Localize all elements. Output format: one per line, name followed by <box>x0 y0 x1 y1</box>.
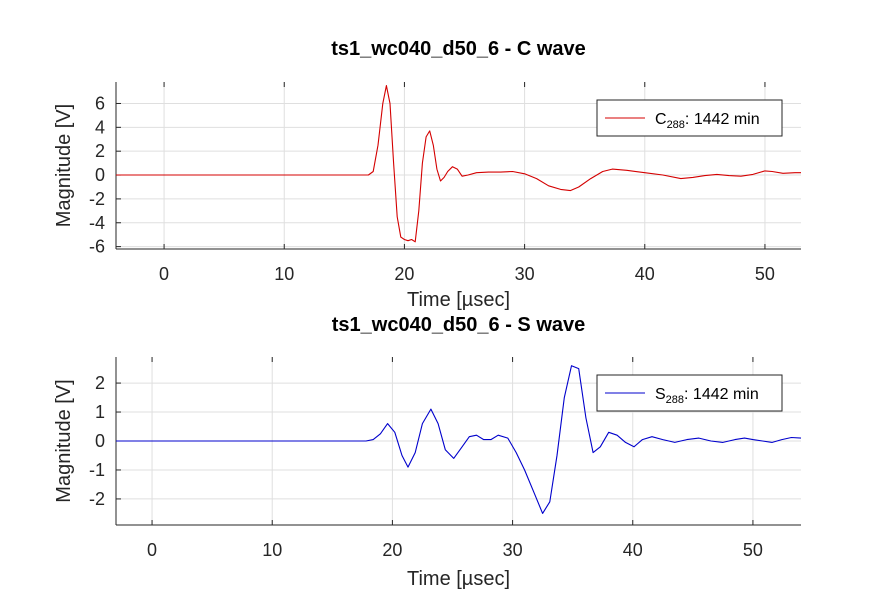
chart-title: ts1_wc040_d50_6 - C wave <box>331 38 586 60</box>
chart-2: 0 10 20 30 40 50 -2 -1 0 1 2 ts1_wc040_d50_6 - S wa… <box>53 314 802 590</box>
y-tick-label: -2 <box>89 489 105 509</box>
y-tick-label: 1 <box>95 402 105 422</box>
legend-label: C288: 1442 min <box>655 111 760 131</box>
y-tick-label: -6 <box>89 237 105 257</box>
y-axis-label: Magnitude [V] <box>53 379 75 502</box>
series-line-s <box>116 365 802 514</box>
y-tick-label: 0 <box>95 165 105 185</box>
x-tick-label: 0 <box>147 540 157 560</box>
y-tick-label: 0 <box>95 431 105 451</box>
x-tick-label: 50 <box>755 264 775 284</box>
legend-box <box>596 374 783 412</box>
legend-label: S288: 1442 min <box>655 386 759 406</box>
x-tick-label: 0 <box>159 264 169 284</box>
chart-title: ts1_wc040_d50_6 - S wave <box>332 314 586 336</box>
x-tick-label: 20 <box>382 540 402 560</box>
x-tick-label: 40 <box>635 264 655 284</box>
x-tick-label: 30 <box>515 264 535 284</box>
legend: C288: 1442 min <box>596 99 783 137</box>
y-tick-label: -4 <box>89 213 105 233</box>
y-tick-label: 2 <box>95 373 105 393</box>
x-tick-label: 10 <box>262 540 282 560</box>
y-tick-label: 4 <box>95 117 105 137</box>
legend: S288: 1442 min <box>596 374 783 412</box>
y-tick-label: 2 <box>95 141 105 161</box>
x-tick-label: 40 <box>623 540 643 560</box>
series-line-c <box>116 85 801 243</box>
x-tick-label: 10 <box>274 264 294 284</box>
y-axis-label: Magnitude [V] <box>53 104 75 227</box>
x-axis-label: Time [µsec] <box>407 568 510 590</box>
y-tick-label: 6 <box>95 93 105 113</box>
x-axis-label: Time [µsec] <box>407 289 510 311</box>
y-tick-label: -1 <box>89 460 105 480</box>
y-tick-label: -2 <box>89 189 105 209</box>
chart-1: 0 10 20 30 40 50 -6 -4 -2 0 2 4 6 ts1_wc040_d50_6 - C… <box>53 38 801 311</box>
x-tick-label: 30 <box>503 540 523 560</box>
x-tick-label: 20 <box>394 264 414 284</box>
x-tick-label: 50 <box>743 540 763 560</box>
